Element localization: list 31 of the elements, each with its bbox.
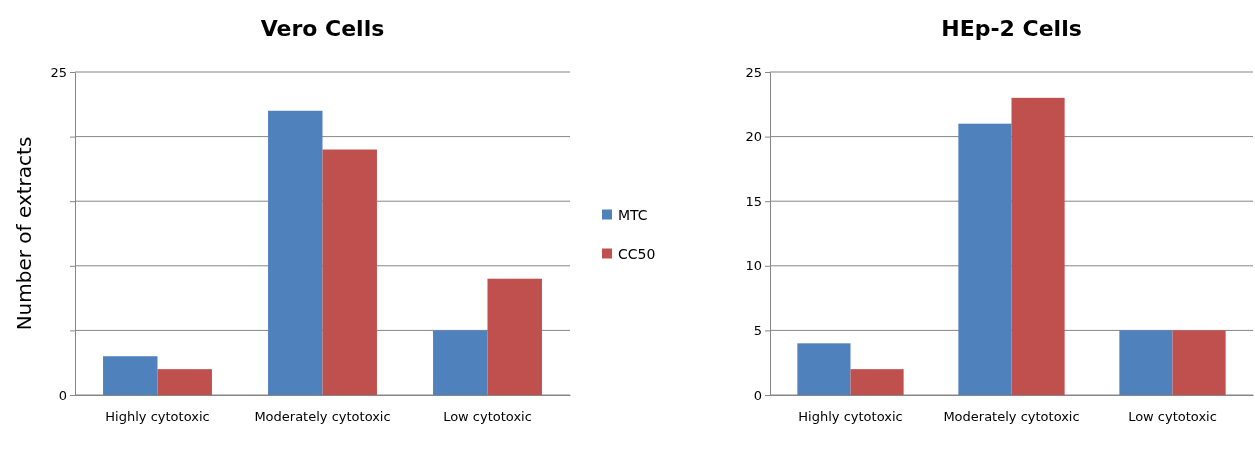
- x-tick-label: Moderately cytotoxic: [943, 409, 1080, 424]
- chart-title: Vero Cells: [260, 16, 385, 41]
- x-tick-label: Highly cytotoxic: [798, 409, 903, 424]
- bar: [487, 278, 542, 395]
- legend-label: MTC: [618, 206, 648, 223]
- bar: [1011, 97, 1065, 395]
- bar: [322, 149, 377, 395]
- x-tick-label: Low cytotoxic: [443, 409, 532, 424]
- bar: [797, 343, 851, 395]
- bar: [1172, 330, 1226, 395]
- bar: [433, 330, 488, 395]
- y-tick-label: 10: [745, 258, 762, 274]
- bar: [103, 356, 158, 395]
- bar: [1119, 330, 1173, 395]
- bar: [157, 369, 212, 395]
- bar: [850, 369, 904, 395]
- x-tick-label: Highly cytotoxic: [105, 409, 210, 424]
- y-axis-title: Number of extracts: [12, 136, 36, 331]
- x-tick-label: Low cytotoxic: [1128, 409, 1217, 424]
- y-tick-label: 5: [753, 323, 762, 339]
- legend-label: CC50: [618, 245, 656, 262]
- y-tick-label: 0: [753, 387, 762, 403]
- y-tick-label: 25: [50, 64, 67, 80]
- x-tick-label: Moderately cytotoxic: [254, 409, 391, 424]
- bar: [268, 110, 323, 395]
- y-tick-label: 0: [58, 387, 67, 403]
- y-tick-label: 20: [745, 129, 762, 145]
- chart-title: HEp-2 Cells: [941, 16, 1082, 41]
- bar: [958, 123, 1012, 395]
- y-tick-label: 25: [745, 64, 762, 80]
- y-tick-label: 15: [745, 193, 762, 209]
